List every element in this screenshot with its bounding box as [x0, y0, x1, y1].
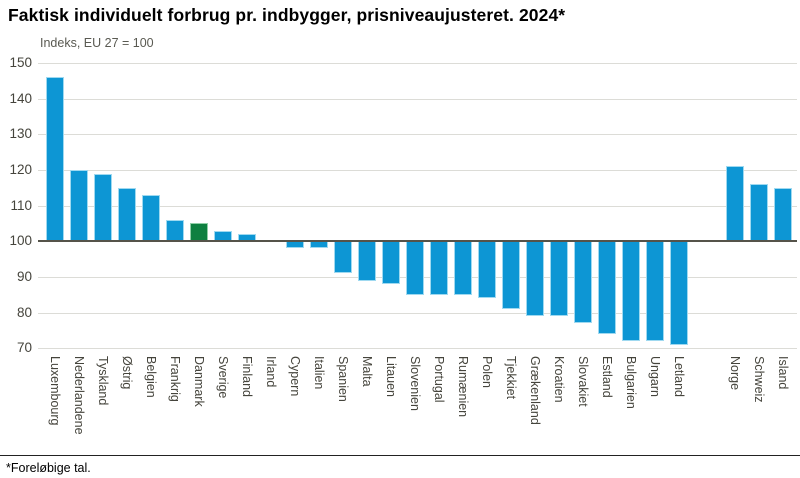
bar-estland	[598, 241, 616, 335]
x-label-estland: Estland	[600, 356, 614, 398]
gridline	[38, 63, 797, 64]
bar-spanien	[334, 241, 352, 274]
x-label-belgien: Belgien	[144, 356, 158, 398]
gridline	[38, 312, 797, 314]
bar-tjekkiet	[502, 241, 520, 310]
bar-luxembourg	[46, 77, 64, 242]
gridline	[38, 205, 797, 207]
y-tick-label: 150	[9, 55, 32, 70]
bar-belgien	[142, 194, 160, 242]
x-label-bulgarien: Bulgarien	[624, 356, 638, 409]
y-tick-label: 70	[16, 340, 32, 356]
gridline	[38, 169, 797, 171]
bar-ungarn	[646, 241, 664, 342]
x-label-sverige: Sverige	[216, 356, 230, 399]
bar-letland	[670, 241, 688, 345]
x-label-schweiz: Schweiz	[752, 356, 766, 403]
bar-island	[774, 187, 792, 242]
bar-schweiz	[750, 184, 768, 242]
bar-frankrig	[166, 219, 184, 242]
x-label--strig: Østrig	[120, 356, 134, 390]
bar--strig	[118, 187, 136, 242]
bar-tyskland	[94, 173, 112, 242]
plot-area	[38, 63, 797, 350]
x-label-norge: Norge	[728, 356, 742, 391]
bar-malta	[358, 241, 376, 281]
x-label-slovenien: Slovenien	[408, 356, 422, 411]
x-label-frankrig: Frankrig	[168, 356, 182, 402]
gridline	[38, 134, 797, 136]
bar-italien	[310, 241, 328, 249]
y-tick-label: 80	[16, 304, 32, 320]
x-label-island: Island	[776, 356, 790, 390]
x-label-nederlandene: Nederlandene	[72, 356, 86, 435]
footer-divider	[0, 455, 800, 456]
bar-nederlandene	[70, 169, 88, 242]
chart-title: Faktisk individuelt forbrug pr. indbygge…	[8, 5, 566, 25]
x-label-finland: Finland	[240, 356, 254, 397]
x-label-ungarn: Ungarn	[648, 356, 662, 397]
footnote: *Foreløbige tal.	[6, 461, 91, 475]
bar-danmark	[190, 223, 208, 242]
x-label-litauen: Litauen	[384, 356, 398, 398]
x-label-cypern: Cypern	[288, 356, 302, 397]
x-label-irland: Irland	[264, 356, 278, 388]
x-label-malta: Malta	[360, 356, 374, 387]
bar-portugal	[430, 241, 448, 295]
x-label-rum-nien: Rumænien	[456, 356, 470, 418]
gridline	[38, 98, 797, 100]
bar-slovenien	[406, 241, 424, 295]
axis-unit-note: Indeks, EU 27 = 100	[40, 36, 154, 50]
y-tick-label: 110	[10, 197, 32, 213]
x-label-kroatien: Kroatien	[552, 356, 566, 403]
x-label-luxembourg: Luxembourg	[48, 356, 62, 426]
x-label-italien: Italien	[312, 356, 326, 390]
bar-cypern	[286, 241, 304, 249]
gridline	[38, 348, 797, 350]
y-tick-label: 120	[9, 161, 32, 177]
bar-kroatien	[550, 241, 568, 317]
x-label-tyskland: Tyskland	[96, 356, 110, 406]
x-label-spanien: Spanien	[336, 356, 350, 402]
x-label-danmark: Danmark	[192, 356, 206, 407]
bar-sverige	[214, 230, 232, 242]
bar-finland	[238, 234, 256, 242]
x-label-tjekkiet: Tjekkiet	[504, 356, 518, 400]
bar-polen	[478, 241, 496, 299]
x-label-portugal: Portugal	[432, 356, 446, 403]
x-label-gr-kenland: Grækenland	[528, 356, 542, 425]
x-label-letland: Letland	[672, 356, 686, 398]
y-tick-label: 130	[9, 126, 32, 142]
y-tick-label: 140	[9, 90, 32, 106]
x-label-slovakiet: Slovakiet	[576, 356, 590, 407]
bar-rum-nien	[454, 241, 472, 295]
bar-litauen	[382, 241, 400, 285]
x-label-polen: Polen	[480, 356, 494, 388]
baseline-100-line	[38, 240, 797, 243]
bar-slovakiet	[574, 241, 592, 324]
y-tick-label: 100	[9, 233, 32, 249]
y-tick-label: 90	[16, 268, 32, 284]
bar-gr-kenland	[526, 241, 544, 317]
bar-norge	[726, 166, 744, 242]
bar-bulgarien	[622, 241, 640, 342]
